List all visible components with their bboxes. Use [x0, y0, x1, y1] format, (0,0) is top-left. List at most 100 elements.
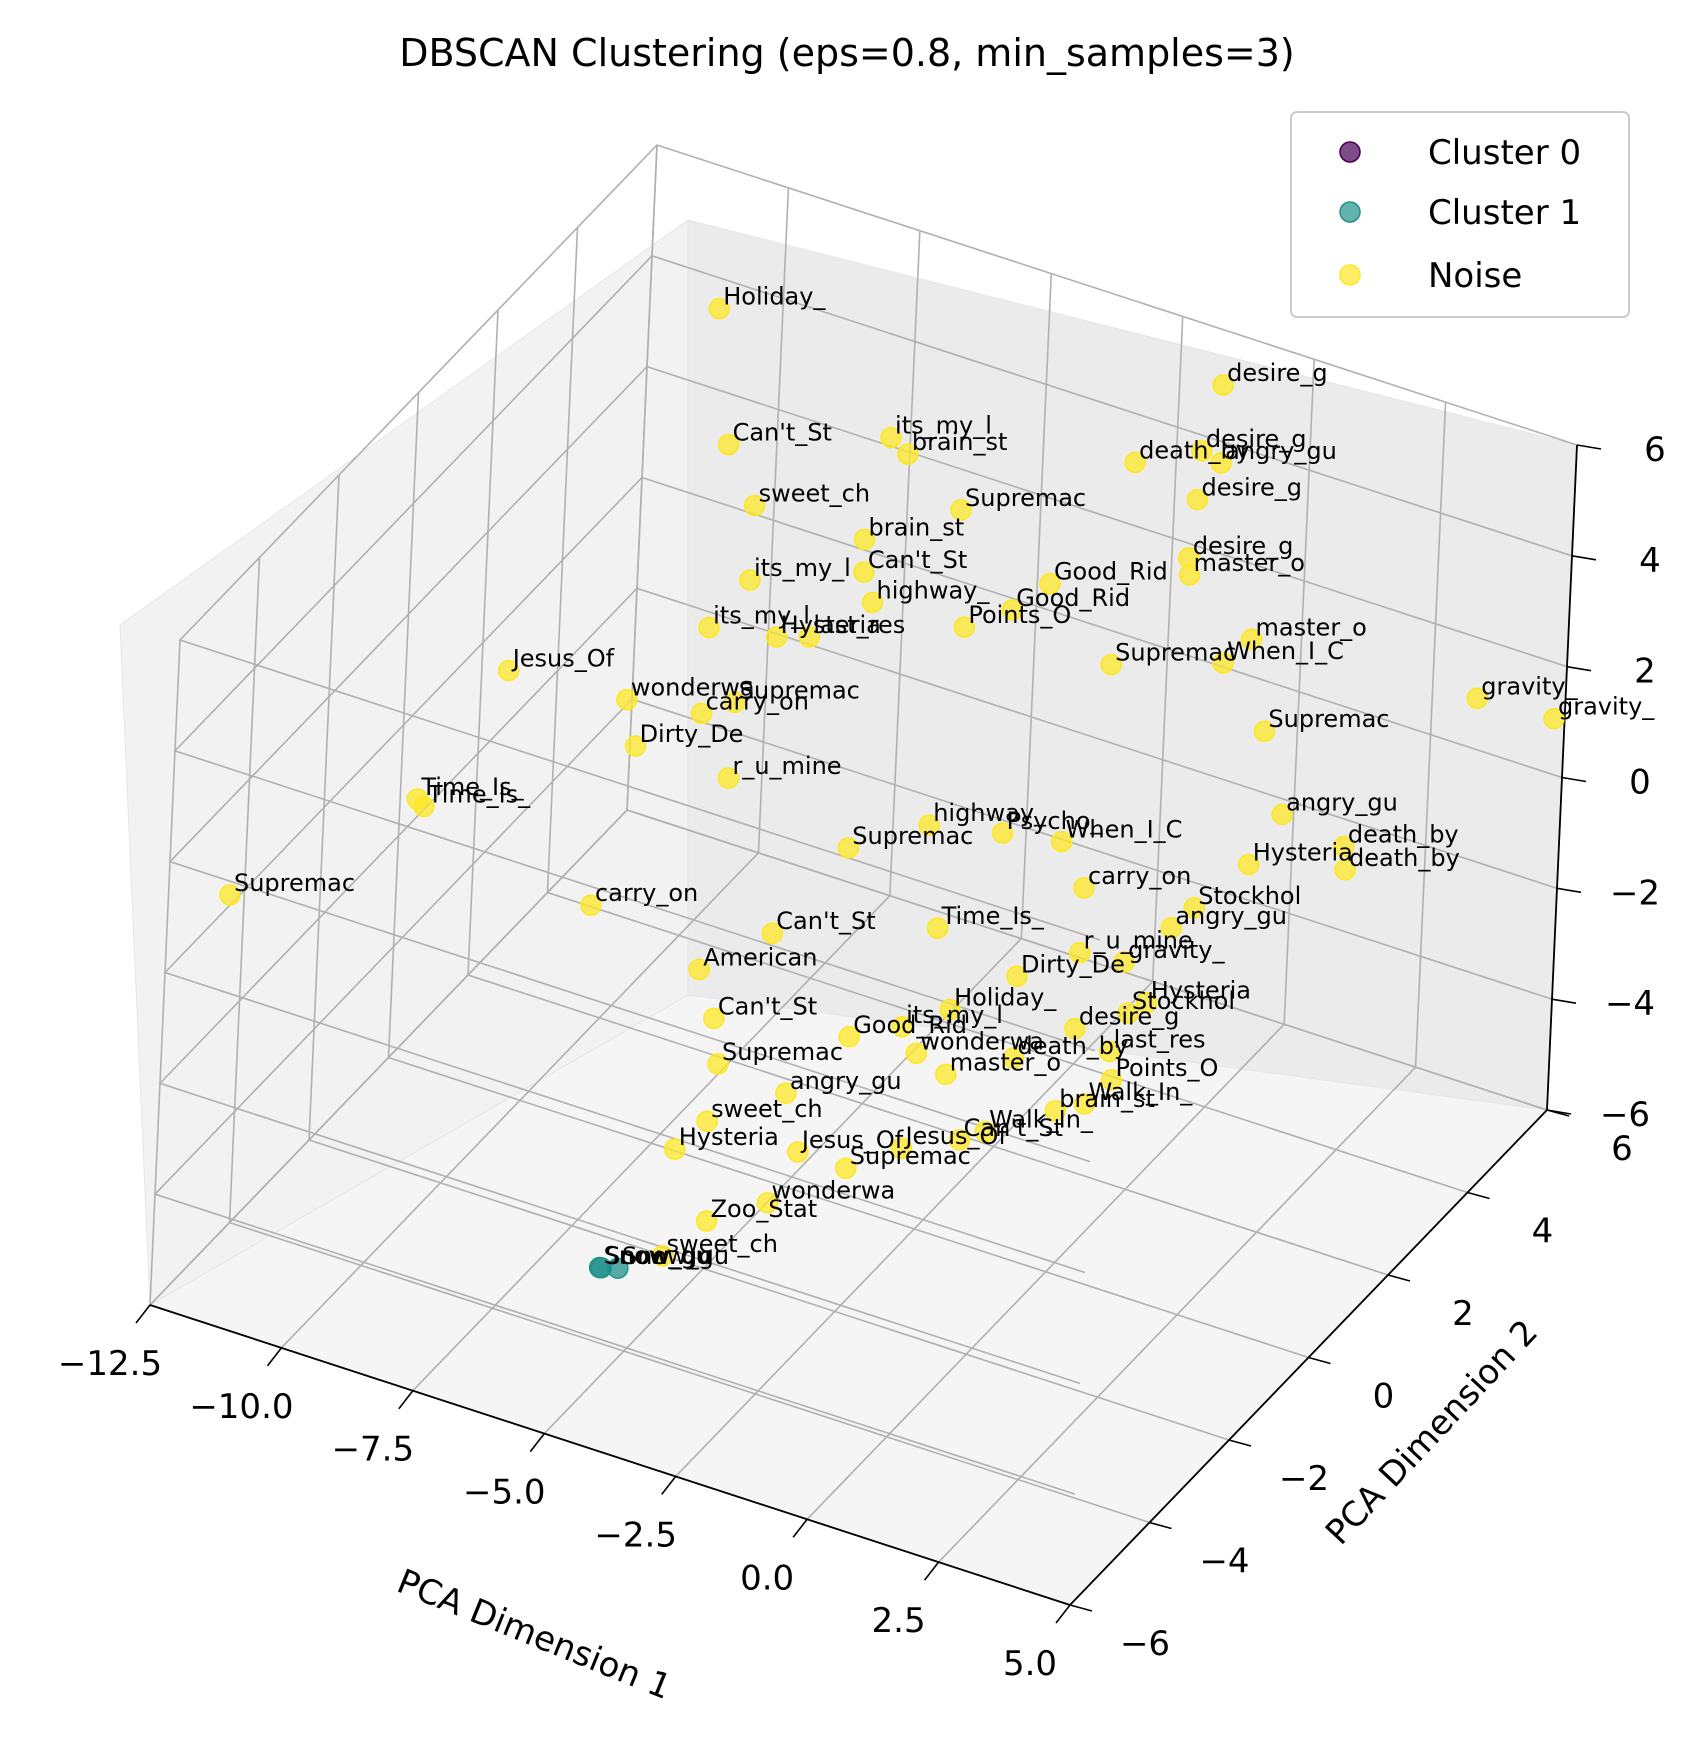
- point-label: Snow_gu: [622, 1242, 729, 1270]
- point-label: Hysteria: [781, 611, 881, 639]
- point-label: its_my_l: [895, 412, 992, 440]
- point-noise: [1050, 830, 1073, 853]
- point-label: carry_on: [595, 879, 698, 907]
- point-label: its_my_l: [906, 1001, 1003, 1029]
- point-label: its_my_l: [754, 554, 851, 582]
- point-label: Dirty_De: [1021, 950, 1125, 978]
- point-label: r_u_mine: [732, 752, 841, 780]
- point-noise: [1100, 1069, 1123, 1091]
- x-tick-mark: [529, 1433, 545, 1453]
- point-noise: [1002, 1047, 1025, 1069]
- point-label: Snow_gu: [604, 1241, 711, 1269]
- point-label: wonderwa: [771, 1177, 895, 1205]
- point-label: Holiday_: [723, 283, 826, 311]
- z-tick-mark: [1566, 665, 1592, 672]
- point-noise: [948, 1129, 971, 1151]
- point-noise: [1124, 451, 1146, 474]
- tick-marks: [135, 444, 1602, 1624]
- point-label: wonderwa: [631, 674, 755, 702]
- point-label: Supremac: [722, 1038, 843, 1066]
- point-label: Supremac: [852, 822, 973, 850]
- point-label: Zoo_Stat: [711, 1195, 818, 1223]
- x-tick-mark: [398, 1390, 414, 1410]
- point-label: brain_st: [1059, 1085, 1155, 1113]
- z-gridline: [173, 254, 1573, 1052]
- point-label: Jesus_Of: [800, 1126, 904, 1154]
- point-noise: [1001, 599, 1024, 621]
- x-tick-mark: [661, 1475, 677, 1495]
- point-noise: [580, 894, 602, 916]
- point-noise: [624, 735, 647, 757]
- x-tick-label: −12.5: [58, 1344, 162, 1384]
- point-noise: [413, 795, 435, 818]
- z-tick-label: 4: [1639, 541, 1661, 581]
- point-label: Good_Rid: [1016, 584, 1130, 612]
- legend-frame: [1290, 111, 1630, 318]
- point-label: Good_Rid: [1054, 558, 1168, 586]
- point-label: Can't_St: [718, 992, 817, 1020]
- point-label: Supremac: [739, 676, 860, 704]
- point-noise: [1064, 1017, 1086, 1040]
- point-noise: [756, 1191, 779, 1214]
- point-label: Supremac: [1268, 705, 1389, 733]
- y-tick-mark: [1069, 1604, 1093, 1612]
- point-noise: [695, 1210, 718, 1232]
- point-noise: [853, 528, 876, 551]
- point-noise: [991, 822, 1014, 844]
- point-label: Can't_St: [964, 1114, 1063, 1142]
- point-noise: [787, 1141, 809, 1163]
- point-label: Points_O: [968, 601, 1071, 629]
- x-tick-label: −10.0: [189, 1387, 293, 1427]
- point-label: When_I_C: [1066, 816, 1183, 844]
- y-tick-mark: [1467, 1191, 1490, 1200]
- point-noise: [897, 443, 919, 465]
- point-noise: [939, 998, 961, 1021]
- point-noise: [1240, 628, 1263, 651]
- point-label: Dirty_De: [640, 720, 744, 748]
- legend-marker-noise: [1339, 264, 1361, 286]
- x-tick-label: 0.0: [740, 1558, 794, 1598]
- point-noise: [861, 591, 884, 614]
- point-label: last_res: [813, 611, 905, 639]
- point-label: sweet_ch: [666, 1230, 777, 1258]
- point-noise: [880, 426, 902, 449]
- tick-labels: −12.5 −10.0 −7.5 −5.0 −2.5 0.0 2.5 5.0 −6 −4 −2 0 2 4…: [58, 430, 1666, 1684]
- point-label: death_by: [1348, 821, 1459, 849]
- z-tick-label: 2: [1634, 652, 1656, 692]
- point-label: wonderwa: [920, 1027, 1044, 1055]
- point-label: r_u_mine: [1084, 927, 1193, 955]
- point-noise: [1333, 835, 1355, 858]
- point-label: master_o: [950, 1048, 1061, 1076]
- axes-panes: [119, 219, 1578, 1606]
- point-noise: [1160, 917, 1183, 939]
- point-label: Can't_St: [733, 419, 832, 447]
- point-label: death_by: [1139, 436, 1250, 464]
- point-noise: [1073, 1093, 1096, 1115]
- y-tick-label: 2: [1452, 1294, 1474, 1334]
- x-tick-mark: [923, 1561, 940, 1581]
- point-noise: [707, 1053, 729, 1075]
- x-tick-label: −2.5: [594, 1515, 677, 1555]
- point-noise: [1068, 941, 1091, 964]
- point-noise: [1178, 564, 1201, 586]
- legend: Cluster 0 Cluster 1 Noise: [1290, 111, 1630, 318]
- point-noise: [1212, 374, 1234, 396]
- point-label: Can't_St: [776, 907, 875, 935]
- point-noise: [1466, 687, 1489, 710]
- point-noise: [835, 1157, 857, 1179]
- point-noise: [1044, 1100, 1067, 1122]
- point-label: its_my_l: [713, 601, 810, 629]
- x-tick-mark: [792, 1518, 808, 1538]
- point-noise: [853, 561, 875, 583]
- point-noise: [891, 1016, 913, 1038]
- point-label: Can't_St: [868, 546, 967, 574]
- point-label: American: [703, 943, 817, 971]
- point-noise: [918, 814, 940, 836]
- x-tick-mark: [1055, 1604, 1071, 1624]
- point-label: Stockhol: [1132, 987, 1235, 1015]
- point-noise: [739, 569, 761, 591]
- z-tick-label: −4: [1605, 984, 1655, 1024]
- point-label: Hysteria: [1151, 977, 1251, 1005]
- point-label: Points_O: [1115, 1054, 1218, 1082]
- point-noise: [905, 1042, 928, 1065]
